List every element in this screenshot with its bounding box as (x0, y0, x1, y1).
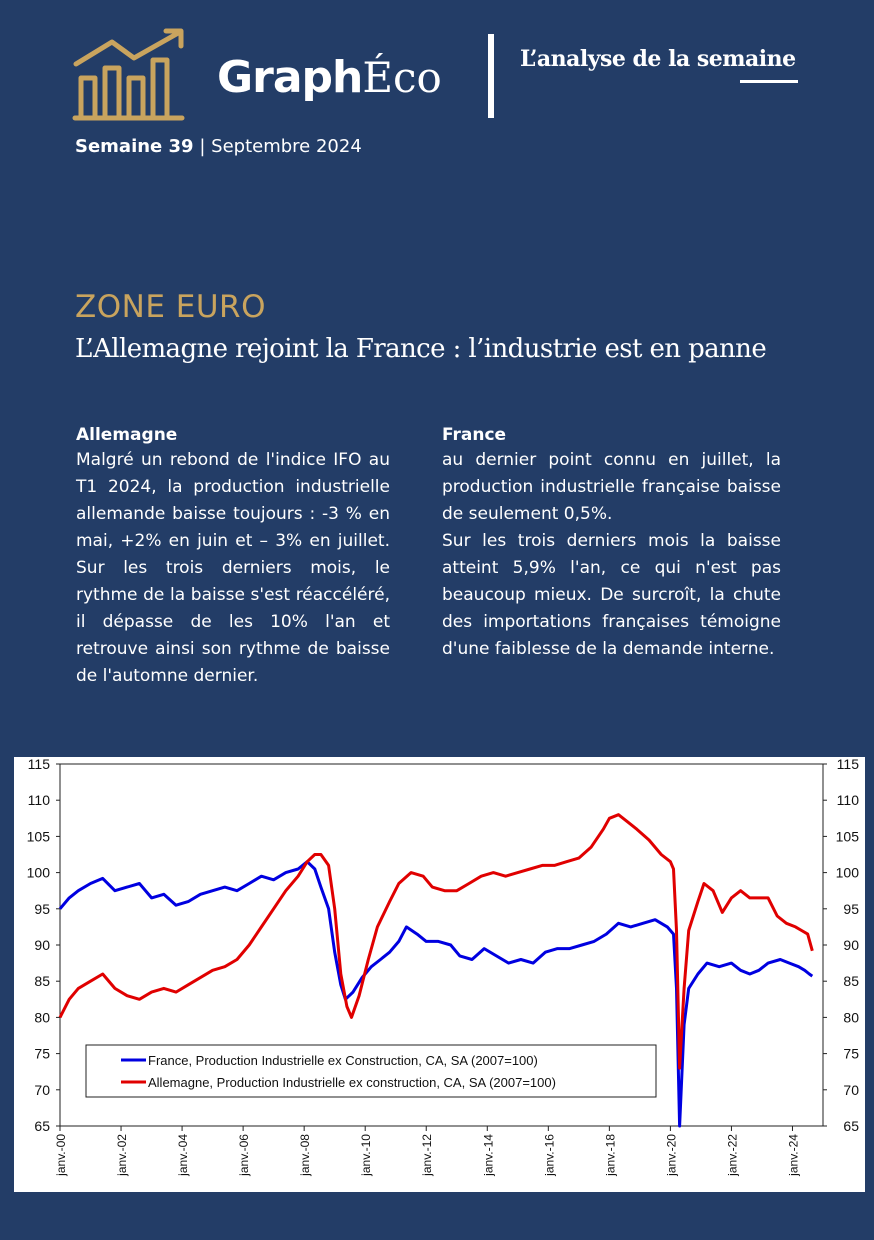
y-tick-label-right: 105 (836, 828, 860, 844)
industrial-production-chart: 65 70 75 80 85 90 95 100 105 110 115 65 70 75 80 85 90 9… (27, 757, 860, 1177)
y-tick-label-right: 70 (843, 1082, 859, 1098)
column-france-body-2: Sur les trois derniers mois la baisse at… (442, 531, 781, 659)
legend-label-allemagne: Allemagne, Production Industrielle ex co… (148, 1075, 556, 1090)
y-tick-label-right: 95 (843, 901, 859, 917)
y-tick-label-right: 65 (843, 1118, 859, 1134)
section-kicker: ZONE EURO (75, 289, 266, 325)
issue-info: Semaine 39 | Septembre 2024 (75, 136, 362, 157)
y-tick-label-right: 115 (837, 757, 860, 772)
y-tick-label-left: 110 (28, 792, 51, 808)
column-france-body-1: au dernier point connu en juillet, la pr… (442, 450, 781, 524)
brand-graph: Graph (217, 52, 363, 103)
brand-eco: Éco (362, 53, 442, 102)
y-tick-label-left: 70 (34, 1082, 50, 1098)
brand-name: GraphÉco (217, 52, 442, 104)
logo-bar-chart-arrow-icon (72, 28, 185, 121)
y-tick-label-left: 105 (27, 828, 51, 844)
x-tick-label: janv.-12 (420, 1134, 434, 1177)
column-germany: Allemagne Malgré un rebond de l'indice I… (76, 423, 390, 690)
y-tick-label-right: 85 (843, 973, 859, 989)
x-tick-label: janv.-02 (115, 1134, 129, 1177)
issue-month: Septembre 2024 (211, 136, 362, 157)
chart-container: 65 70 75 80 85 90 95 100 105 110 115 65 70 75 80 85 90 9… (14, 757, 865, 1192)
y-tick-label-left: 100 (27, 865, 51, 881)
series-line-allemagne (58, 813, 814, 1070)
x-tick-label: janv.-08 (298, 1134, 312, 1177)
y-tick-label-left: 115 (28, 757, 51, 772)
y-tick-label-right: 90 (843, 937, 859, 953)
x-tick-label: janv.-22 (725, 1134, 739, 1177)
y-tick-label-right: 110 (837, 792, 860, 808)
tagline: L’analyse de la semaine (520, 46, 796, 72)
y-tick-label-left: 85 (34, 973, 50, 989)
legend: France, Production Industrielle ex Const… (85, 1044, 657, 1098)
issue-week: Semaine 39 (75, 136, 194, 157)
tagline-underline (740, 80, 798, 83)
y-tick-label-right: 75 (843, 1046, 859, 1062)
x-tick-label: janv.-04 (176, 1134, 190, 1177)
column-germany-body: Malgré un rebond de l'indice IFO au T1 2… (76, 450, 390, 686)
x-tick-label: janv.-16 (542, 1134, 556, 1177)
y-tick-label-left: 65 (34, 1118, 50, 1134)
column-france: France au dernier point connu en juillet… (442, 423, 781, 663)
issue-separator: | (199, 136, 206, 157)
y-tick-label-right: 100 (836, 865, 860, 881)
page-title: L’Allemagne rejoint la France : l’indust… (75, 334, 767, 364)
legend-label-france: France, Production Industrielle ex Const… (148, 1053, 538, 1068)
y-tick-label-left: 90 (34, 937, 50, 953)
y-tick-label-left: 80 (34, 1009, 50, 1025)
header-divider (488, 34, 494, 118)
x-tick-label: janv.-18 (603, 1134, 617, 1177)
x-tick-label: janv.-14 (481, 1134, 495, 1177)
series-line-france (58, 860, 814, 1128)
y-tick-label-left: 95 (34, 901, 50, 917)
column-france-title: France (442, 425, 507, 445)
column-germany-title: Allemagne (76, 425, 178, 445)
x-tick-label: janv.-00 (54, 1134, 68, 1177)
x-tick-label: janv.-20 (664, 1134, 678, 1177)
legend-box (85, 1044, 657, 1098)
x-tick-label: janv.-10 (359, 1134, 373, 1177)
x-tick-label: janv.-06 (237, 1134, 251, 1177)
x-tick-label: janv.-24 (786, 1134, 800, 1177)
y-tick-label-right: 80 (843, 1009, 859, 1025)
y-tick-label-left: 75 (34, 1046, 50, 1062)
